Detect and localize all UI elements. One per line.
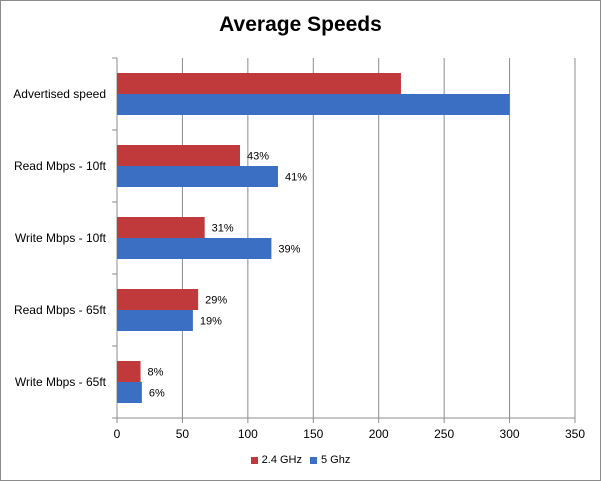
legend-label-5ghz: 5 Ghz <box>321 454 351 466</box>
x-tick-label-300: 300 <box>500 427 520 441</box>
category-label-1: Read Mbps - 10ft <box>14 159 107 173</box>
x-tick-label-350: 350 <box>565 427 585 441</box>
x-tick-label-150: 150 <box>303 427 323 441</box>
x-tick-label-100: 100 <box>238 427 258 441</box>
bar-1-4 <box>117 382 142 403</box>
data-label-0-1: 43% <box>247 151 269 163</box>
x-tick-label-0: 0 <box>114 427 121 441</box>
legend-item-2-4ghz: 2.4 GHz <box>250 454 302 466</box>
x-tick-label-200: 200 <box>369 427 389 441</box>
bar-0-1 <box>117 145 241 166</box>
bar-0-4 <box>117 361 141 382</box>
data-label-1-3: 19% <box>200 316 222 328</box>
chart-title: Average Speeds <box>219 13 382 36</box>
legend-label-2-4ghz: 2.4 GHz <box>261 454 302 466</box>
category-label-4: Write Mbps - 65ft <box>15 375 107 389</box>
x-tick-label-50: 50 <box>176 427 190 441</box>
data-label-0-3: 29% <box>205 295 227 307</box>
category-label-0: Advertised speed <box>13 87 106 101</box>
legend: 2.4 GHz 5 Ghz <box>0 454 601 466</box>
x-tick-label-250: 250 <box>434 427 454 441</box>
bar-0-3 <box>117 289 199 310</box>
bar-1-2 <box>117 238 272 259</box>
legend-swatch-5ghz <box>310 456 317 464</box>
category-label-2: Write Mbps - 10ft <box>15 231 107 245</box>
bar-0-2 <box>117 217 205 238</box>
data-label-1-4: 6% <box>149 388 165 400</box>
bar-1-0 <box>117 94 510 115</box>
data-label-0-4: 8% <box>148 367 164 379</box>
category-label-3: Read Mbps - 65ft <box>14 303 107 317</box>
data-label-1-2: 39% <box>278 244 300 256</box>
bar-0-0 <box>117 73 401 94</box>
bar-1-1 <box>117 166 278 187</box>
data-label-1-1: 41% <box>285 172 307 184</box>
bar-1-3 <box>117 310 193 331</box>
data-label-0-2: 31% <box>212 223 234 235</box>
legend-swatch-2-4ghz <box>250 456 258 464</box>
legend-item-5ghz: 5 Ghz <box>310 454 350 466</box>
